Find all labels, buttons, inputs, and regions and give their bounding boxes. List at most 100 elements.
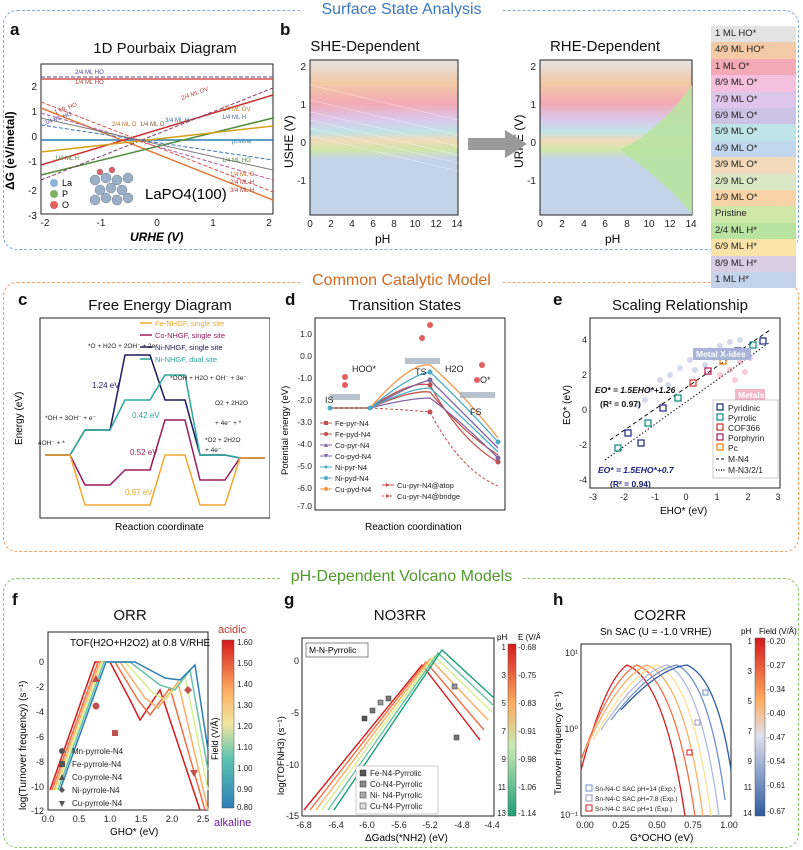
e-legend-item: M-N4 <box>728 454 749 464</box>
b-legend-item: 8/9 ML H* <box>711 255 796 272</box>
panel-e-chart: -3 -2 -1 0 1 2 3 -4 -2 0 2 4 EO* (eV) EH… <box>562 317 781 517</box>
d-ylabel: Potential energy (eV) <box>280 386 291 475</box>
panel-f-label: f <box>12 590 18 609</box>
f-ytick: -8 <box>36 757 44 767</box>
c-annotation: *O + H2O + 2OH⁻ + 2e⁻ <box>88 343 159 350</box>
b-legend-item: 1 ML HO* <box>711 26 796 43</box>
b-xtick: 14 <box>685 219 697 230</box>
f-cbar-label: Field (V/Å) <box>210 717 220 760</box>
e-xlabel: EHO* (eV) <box>660 506 707 517</box>
g-cbar-left-tick: 9 <box>502 755 507 764</box>
g-xtick: -4.8 <box>454 820 470 830</box>
g-legend-item: Co-N4-Pyrrolic <box>370 780 422 789</box>
e-ytick: -2 <box>579 440 587 450</box>
b-legend-item: Pristine <box>711 206 796 223</box>
e-xtick: -3 <box>589 492 597 502</box>
b-xtick: 0 <box>537 219 543 230</box>
a-line-label: 1/4 ML O <box>230 172 255 178</box>
b-ytick-rhe: 1 <box>530 100 536 111</box>
panel-g-title: NO3RR <box>373 607 427 624</box>
a-legend-p: P <box>62 189 68 199</box>
crystal-structure-image <box>89 166 134 206</box>
d-ytick: -2.0 <box>297 395 312 405</box>
g-xtick: -6.8 <box>296 820 312 830</box>
f-ytick: -10 <box>31 782 44 792</box>
a-ytick: 2 <box>31 82 37 93</box>
g-legend-item: Fe-N4-Pyrrolic <box>370 769 422 778</box>
molecule-image <box>330 322 495 400</box>
e-xtick: 1 <box>714 492 719 502</box>
e-ytick: 4 <box>582 335 587 345</box>
panel-d-title: Transition States <box>349 297 461 314</box>
a-xlabel: URHE (V) <box>130 230 183 244</box>
h-legend-item: Sn-N4-C SAC pH=7.8 (Exp.) <box>595 796 678 803</box>
b-xtick: 12 <box>430 219 442 230</box>
f-xtick: 1.5 <box>135 814 148 824</box>
h-ytick: 10⁰ <box>564 724 578 734</box>
panel-f-title: ORR <box>113 607 147 624</box>
f-cbar-tick: 1.00 <box>237 764 253 773</box>
h-cbar-right-tick: -0.47 <box>767 733 786 742</box>
e-xtick: 2 <box>745 492 750 502</box>
h-cbar-right-tick: -0.40 <box>767 709 786 718</box>
panel-c-title: Free Energy Diagram <box>88 297 232 314</box>
g-cbar-left-tick: 5 <box>502 699 507 708</box>
d-legend-item: Fe-pyr-N4 <box>335 419 369 428</box>
panel-b-title-rhe: RHE-Dependent <box>549 38 661 55</box>
panel-c-chart: Energy (eV) Reaction coordinate Fe-NHGF,… <box>14 317 270 533</box>
g-xlabel: ΔGads(*NH2) (eV) <box>365 833 448 844</box>
d-ytick: 1.0 <box>300 329 312 339</box>
b-legend-item: 6/9 ML O* <box>711 108 796 125</box>
f-cbar-tick: 0.80 <box>237 803 253 812</box>
section-title-volcano: pH-Dependent Volcano Models <box>280 568 523 586</box>
f-cbar-tick: 1.20 <box>237 722 253 731</box>
g-cbar-left-tick: 11 <box>498 783 507 792</box>
h-cbar-left-tick: 3 <box>748 667 753 676</box>
e-xtick: -1 <box>651 492 659 502</box>
panel-b-chart: 2 1 0 -1 2 1 0 -1 0 2 4 6 8 10 12 14 0 2… <box>282 59 697 246</box>
g-cbar-right-tick: -0.98 <box>518 755 537 764</box>
b-xtick: 14 <box>451 219 463 230</box>
c-xlabel: Reaction coordinate <box>115 522 204 533</box>
h-cbar-right-tick: -0.67 <box>767 807 786 816</box>
g-cbar-right-tick: -0.75 <box>518 671 537 680</box>
b-legend-item: 2/9 ML O* <box>711 173 796 190</box>
a-xtick: -1 <box>97 218 106 229</box>
panel-e-title: Scaling Relationship <box>612 297 748 314</box>
b-xtick: 12 <box>664 219 676 230</box>
b-legend-item: 2/4 ML H* <box>711 222 796 240</box>
e-group-label: Metal X-ides <box>696 349 746 359</box>
c-annotation: *OOH + H2O + OH⁻ + 3e⁻ <box>170 375 247 382</box>
b-legend-item: 7/9 ML O* <box>711 91 796 108</box>
e-ylabel: EO* (eV) <box>562 385 573 425</box>
d-species-label: FS <box>470 407 482 417</box>
e-legend-item: COF366 <box>728 423 760 433</box>
panel-a-title: 1D Pourbaix Diagram <box>93 40 237 57</box>
d-legend-item: Co-pyr-N4 <box>335 441 370 450</box>
panel-a-label: a <box>10 20 20 39</box>
b-xtick: 6 <box>370 219 376 230</box>
d-species-label: IS <box>325 395 334 405</box>
b-legend-item: 1/9 ML O* <box>711 190 796 207</box>
a-ytick: -1 <box>28 157 37 168</box>
f-cbar-tick: 1.50 <box>237 659 253 668</box>
a-line-label: 3/4 ML H <box>230 188 254 194</box>
e-legend-item: Pyridinic <box>728 403 761 413</box>
b-xtick: 0 <box>307 219 313 230</box>
c-annotation: + 4e⁻ <box>205 447 222 454</box>
h-legend-item: Sn-N4-C SAC pH=1 (Exp.) <box>595 806 672 813</box>
h-cbar-left-title: pH <box>741 627 751 636</box>
e-equation: EO* = 1.5EHO*+1.26 <box>595 385 676 395</box>
d-species-label: H2O <box>445 364 464 374</box>
d-ytick: -1.0 <box>297 373 312 383</box>
f-legend-item: Cu-pyrrole-N4 <box>72 799 123 808</box>
g-cbar-right-tick: -1.06 <box>518 783 537 792</box>
f-cbar-tick: 1.40 <box>237 680 253 689</box>
e-ytick: 0 <box>582 405 587 415</box>
a-xtick: -2 <box>41 218 50 229</box>
d-ytick: -3.0 <box>297 417 312 427</box>
panel-f-chart: 0 -2 -4 -6 -8 -10 -12 0.0 0.5 1.0 1.5 2.… <box>18 624 253 838</box>
g-cbar-right-tick: -0.68 <box>518 643 537 652</box>
b-xtick: 8 <box>624 219 630 230</box>
e-equation: EO* = 1.5EHO*+0.7 <box>598 465 675 475</box>
